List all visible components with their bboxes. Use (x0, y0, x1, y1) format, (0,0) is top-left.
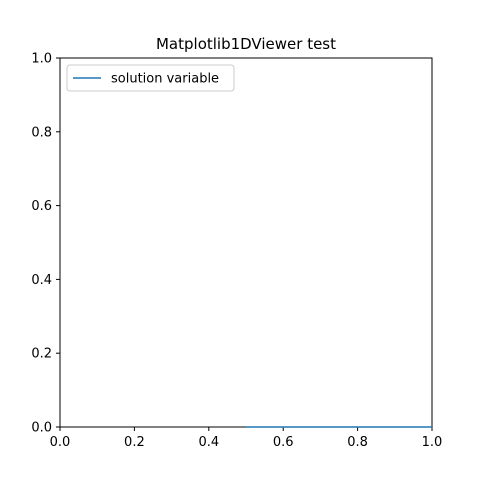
x-tick-label: 0.4 (198, 435, 219, 450)
axes-frame (59, 57, 433, 428)
plot-area (59, 57, 433, 428)
x-tick-label: 0.6 (273, 435, 294, 450)
y-tick-label: 0.4 (31, 273, 52, 288)
y-tick-label: 0.6 (31, 199, 52, 214)
x-tick-label: 0.0 (50, 435, 71, 450)
x-axis: 0.0 0.2 0.4 0.6 0.8 1.0 (50, 427, 443, 450)
y-tick-label: 1.0 (31, 52, 52, 67)
x-tick-label: 0.2 (124, 435, 145, 450)
y-tick-label: 0.2 (31, 347, 52, 362)
x-tick-label: 0.8 (347, 435, 368, 450)
y-tick-label: 0.8 (31, 125, 52, 140)
y-axis: 0.0 0.2 0.4 0.6 0.8 1.0 (31, 52, 60, 436)
chart-title: Matplotlib1DViewer test (156, 35, 336, 53)
legend: solution variable (66, 64, 235, 92)
y-tick-label: 0.0 (31, 421, 52, 436)
legend-label: solution variable (111, 72, 219, 87)
x-tick-label: 1.0 (422, 435, 443, 450)
legend-box (66, 64, 235, 92)
